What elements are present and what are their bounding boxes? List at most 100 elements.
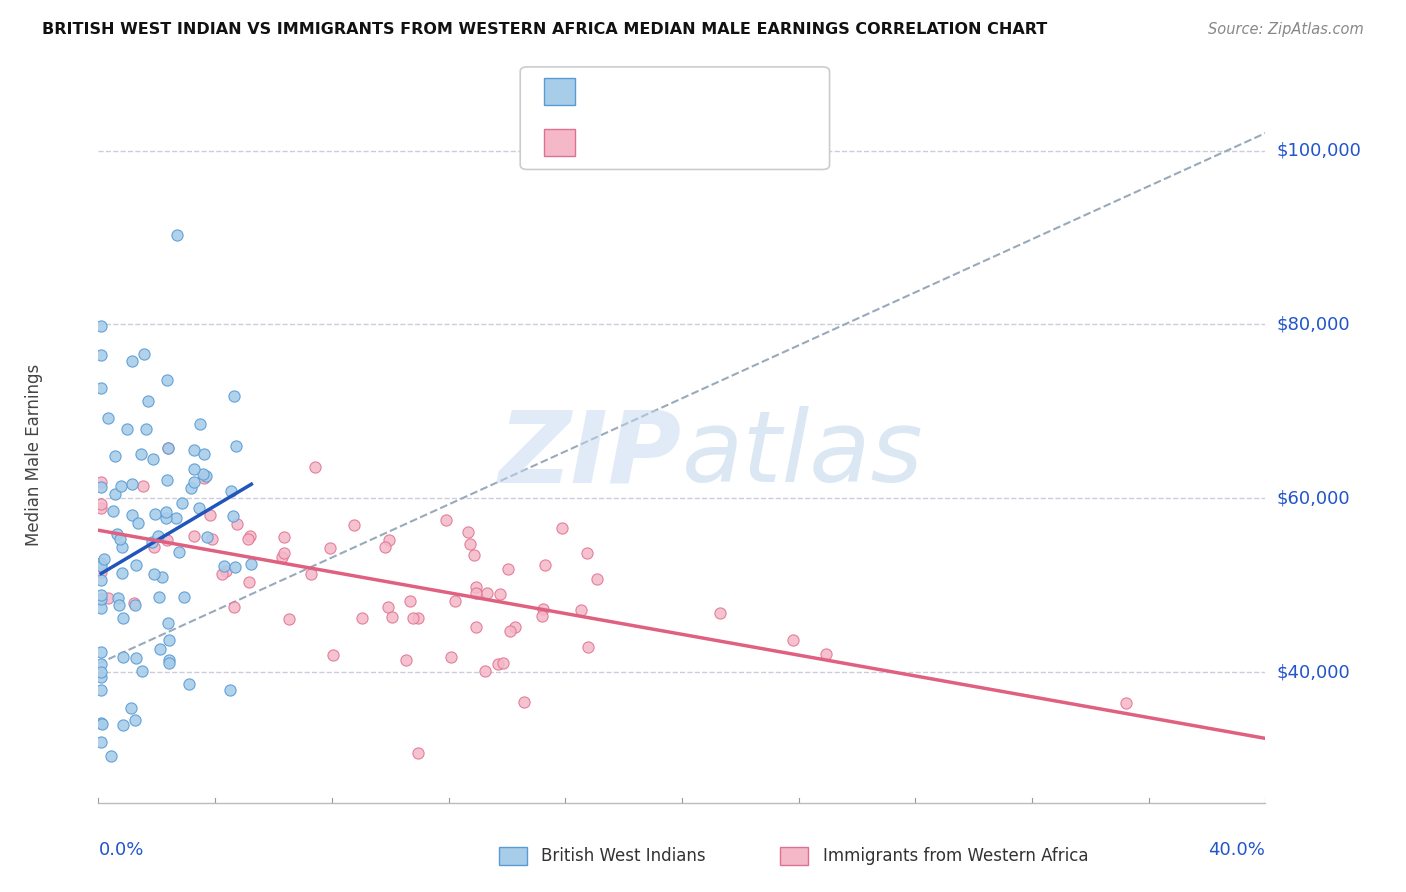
Point bbox=[122, 596, 145, 610]
Point bbox=[586, 573, 609, 587]
Point bbox=[531, 608, 554, 623]
Point bbox=[90, 500, 112, 515]
Point bbox=[575, 546, 598, 560]
Point bbox=[121, 477, 143, 491]
Point bbox=[465, 586, 488, 600]
Point bbox=[104, 450, 127, 464]
Point bbox=[121, 508, 143, 522]
Point bbox=[90, 475, 112, 490]
Point bbox=[105, 527, 128, 541]
Point bbox=[149, 641, 172, 656]
Point bbox=[166, 227, 188, 242]
Point bbox=[183, 443, 205, 458]
Point bbox=[709, 606, 731, 620]
Text: $80,000: $80,000 bbox=[1277, 316, 1350, 334]
Point bbox=[90, 556, 112, 570]
Point bbox=[399, 594, 422, 608]
Point bbox=[90, 348, 112, 362]
Point bbox=[142, 452, 165, 467]
Point bbox=[131, 665, 153, 679]
Point bbox=[111, 718, 134, 732]
Text: $60,000: $60,000 bbox=[1277, 490, 1350, 508]
Point bbox=[111, 540, 134, 554]
Point bbox=[531, 601, 554, 615]
Text: 0.0%: 0.0% bbox=[98, 841, 143, 859]
Point bbox=[90, 670, 112, 684]
Point bbox=[90, 480, 112, 494]
Point bbox=[183, 529, 205, 543]
Point bbox=[225, 440, 247, 454]
Point bbox=[215, 565, 238, 579]
Point bbox=[157, 615, 180, 630]
Point bbox=[299, 566, 322, 581]
Point bbox=[155, 505, 177, 519]
Point bbox=[395, 653, 418, 667]
Point bbox=[463, 548, 485, 562]
Point bbox=[90, 588, 112, 602]
Point bbox=[270, 549, 292, 564]
Point bbox=[156, 533, 179, 548]
Point bbox=[90, 716, 112, 731]
Point bbox=[188, 417, 211, 432]
Point bbox=[240, 557, 263, 571]
Point bbox=[155, 511, 177, 525]
Point bbox=[125, 650, 148, 665]
Point bbox=[90, 565, 112, 579]
Text: $40,000: $40,000 bbox=[1277, 664, 1350, 681]
Point bbox=[107, 591, 129, 605]
Point bbox=[474, 664, 496, 678]
Point bbox=[100, 749, 122, 764]
Text: atlas: atlas bbox=[682, 407, 924, 503]
Point bbox=[374, 540, 396, 554]
Point bbox=[183, 462, 205, 476]
Point bbox=[90, 716, 112, 731]
Point bbox=[322, 648, 344, 662]
Point bbox=[157, 656, 180, 670]
Point bbox=[200, 533, 222, 547]
Point bbox=[191, 467, 214, 482]
Point bbox=[110, 479, 132, 493]
Point bbox=[533, 558, 555, 572]
Point bbox=[401, 611, 423, 625]
Point bbox=[226, 516, 249, 531]
Point bbox=[513, 695, 536, 709]
Point bbox=[93, 552, 115, 566]
Text: Immigrants from Western Africa: Immigrants from Western Africa bbox=[823, 847, 1088, 865]
Point bbox=[440, 649, 463, 664]
Text: $100,000: $100,000 bbox=[1277, 142, 1361, 160]
Point bbox=[108, 532, 131, 546]
Point bbox=[218, 683, 240, 698]
Point bbox=[278, 612, 301, 626]
Point bbox=[378, 533, 401, 547]
Point bbox=[143, 541, 166, 555]
Point bbox=[136, 394, 159, 409]
Point bbox=[157, 632, 180, 647]
Point bbox=[273, 530, 295, 544]
Point bbox=[90, 682, 112, 697]
Text: British West Indians: British West Indians bbox=[541, 847, 706, 865]
Point bbox=[125, 558, 148, 572]
Point bbox=[148, 590, 170, 604]
Point bbox=[193, 471, 215, 485]
Point bbox=[569, 603, 592, 617]
Point bbox=[141, 535, 163, 549]
Point bbox=[124, 598, 146, 612]
Text: R =  0.306   N = 90: R = 0.306 N = 90 bbox=[592, 83, 768, 101]
Point bbox=[224, 560, 246, 574]
Point bbox=[236, 532, 259, 546]
Text: Source: ZipAtlas.com: Source: ZipAtlas.com bbox=[1208, 22, 1364, 37]
Point bbox=[90, 318, 112, 333]
Point bbox=[90, 381, 112, 395]
Point bbox=[156, 373, 179, 387]
Point bbox=[465, 580, 488, 594]
Point bbox=[180, 481, 202, 495]
Point bbox=[273, 546, 295, 560]
Point bbox=[195, 530, 218, 544]
Point bbox=[156, 442, 179, 456]
Point bbox=[815, 647, 838, 661]
Point bbox=[111, 650, 134, 665]
Point bbox=[304, 460, 326, 475]
Point bbox=[457, 524, 479, 539]
Point bbox=[179, 677, 201, 691]
Point bbox=[408, 610, 430, 624]
